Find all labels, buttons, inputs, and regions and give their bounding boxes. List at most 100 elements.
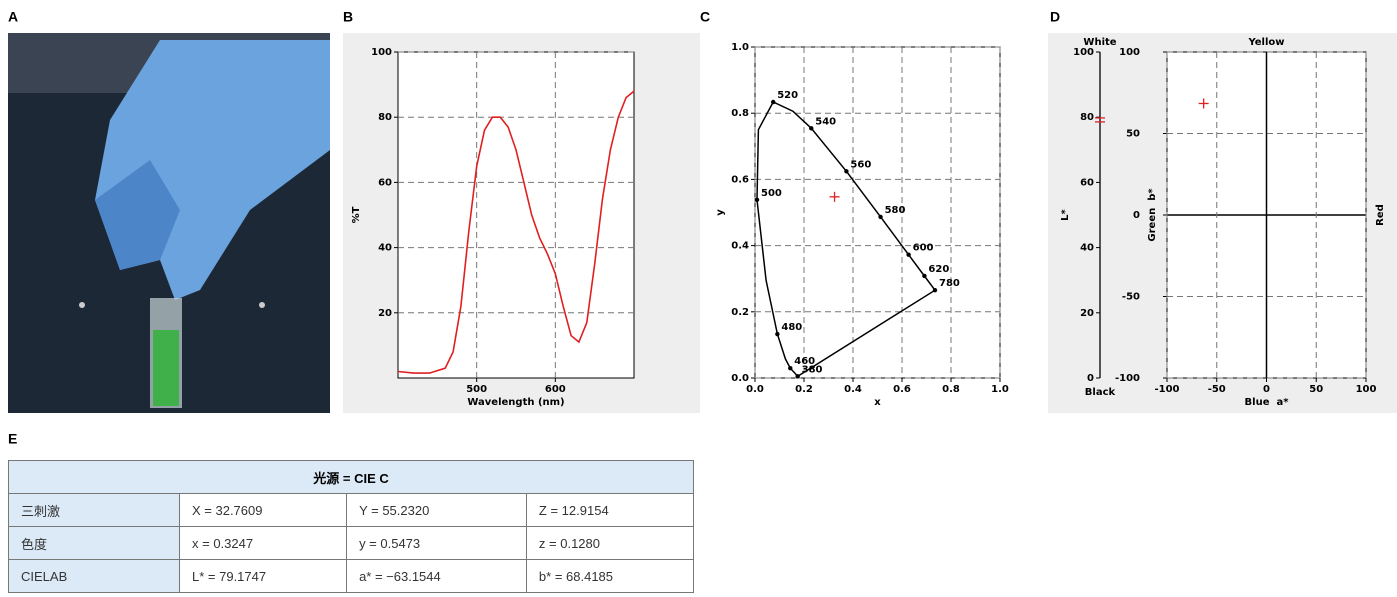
y-tick-label: 80 xyxy=(1080,112,1094,123)
y-tick-label: 0.0 xyxy=(731,373,749,384)
y-tick-label: 100 xyxy=(1119,47,1140,58)
panel-label: C xyxy=(700,9,710,25)
x-tick-label: 0.0 xyxy=(746,384,764,395)
y-tick-label: 100 xyxy=(1073,47,1094,58)
x-tick-label: 1.0 xyxy=(991,384,1009,395)
y-tick-label: 0.8 xyxy=(731,108,749,119)
y-tick-label: -100 xyxy=(1115,373,1140,384)
panel-label: D xyxy=(1050,9,1060,25)
panel-label: B xyxy=(343,9,353,25)
y-tick-label: 0.2 xyxy=(731,307,749,318)
table-cell: 色度 xyxy=(8,526,180,560)
table-cell: CIELAB xyxy=(8,559,180,593)
table-header: 光源 = CIE C xyxy=(8,460,694,494)
y-tick-label: 80 xyxy=(378,112,392,123)
table-cell: b* = 68.4185 xyxy=(525,559,695,593)
marker xyxy=(1095,117,1105,123)
y-tick-label: 40 xyxy=(1080,243,1094,254)
x-axis-label: x xyxy=(874,397,881,408)
marker xyxy=(1198,98,1209,109)
y-axis-label: Green b* xyxy=(1147,188,1158,242)
table-row: 色度 x = 0.3247 y = 0.5473 z = 0.1280 xyxy=(8,526,695,560)
x-tick-label: -50 xyxy=(1208,384,1226,395)
y-tick-label: 40 xyxy=(378,243,392,254)
y-tick-label: 20 xyxy=(1080,308,1094,319)
table-row: 三刺激 X = 32.7609 Y = 55.2320 Z = 12.9154 xyxy=(8,493,695,527)
table-cell: L* = 79.1747 xyxy=(178,559,348,593)
x-tick-label: -100 xyxy=(1154,384,1179,395)
point-label: 500 xyxy=(761,188,782,199)
y-axis-label: %T xyxy=(351,206,362,223)
point-label: 380 xyxy=(802,364,823,375)
marker xyxy=(829,191,840,202)
y-tick-label: 0 xyxy=(1087,373,1094,384)
right-label: Red xyxy=(1375,204,1386,226)
y-tick-label: 20 xyxy=(378,308,392,319)
data-line xyxy=(397,90,635,374)
spectral-locus xyxy=(756,101,937,378)
x-tick-label: 0 xyxy=(1263,384,1270,395)
y-tick-label: 0 xyxy=(1133,210,1140,221)
table-cell: z = 0.1280 xyxy=(525,526,695,560)
y-axis-label: L* xyxy=(1060,208,1071,220)
point-label: 560 xyxy=(850,159,871,170)
x-tick-label: 600 xyxy=(545,384,566,395)
y-tick-label: 60 xyxy=(1080,177,1094,188)
x-tick-label: 0.4 xyxy=(844,384,862,395)
x-axis-label: Wavelength (nm) xyxy=(467,397,564,408)
table-cell: y = 0.5473 xyxy=(346,526,527,560)
panel-label: A xyxy=(8,9,18,25)
plot-area xyxy=(397,51,635,379)
bottom-label: Black xyxy=(1085,387,1116,398)
point-label: 600 xyxy=(913,243,934,254)
locus-point xyxy=(932,287,938,293)
table-cell: 三刺激 xyxy=(8,493,180,527)
table-cell: 光源 = CIE C xyxy=(8,460,694,494)
table-cell: Z = 12.9154 xyxy=(525,493,695,527)
table-cell: x = 0.3247 xyxy=(178,526,348,560)
point-label: 620 xyxy=(928,264,949,275)
locus-point xyxy=(878,214,883,220)
locus-point xyxy=(795,374,800,379)
y-tick-label: 1.0 xyxy=(731,42,749,53)
panel-label: E xyxy=(8,431,17,447)
table-row: CIELAB L* = 79.1747 a* = −63.1544 b* = 68.4… xyxy=(8,559,695,593)
locus-point xyxy=(809,126,814,131)
x-tick-label: 50 xyxy=(1309,384,1323,395)
point-label: 780 xyxy=(939,278,960,289)
y-tick-label: 100 xyxy=(371,47,392,58)
locus-point xyxy=(844,169,849,174)
x-tick-label: 0.2 xyxy=(795,384,813,395)
table-cell: X = 32.7609 xyxy=(178,493,348,527)
x-tick-label: 500 xyxy=(466,384,487,395)
y-tick-label: 0.4 xyxy=(731,241,749,252)
locus-point xyxy=(775,331,780,337)
locus-point xyxy=(754,197,760,202)
x-tick-label: 0.8 xyxy=(942,384,960,395)
point-label: 460 xyxy=(794,356,815,367)
locus-point xyxy=(922,273,927,279)
y-tick-label: 60 xyxy=(378,177,392,188)
x-axis-label: Blue a* xyxy=(1245,397,1290,408)
locus-point xyxy=(788,365,793,371)
photo xyxy=(8,33,330,413)
point-label: 580 xyxy=(885,205,906,216)
x-tick-label: 0.6 xyxy=(893,384,911,395)
x-tick-label: 100 xyxy=(1356,384,1377,395)
y-tick-label: 50 xyxy=(1126,129,1140,140)
top-label: Yellow xyxy=(1247,37,1284,48)
table-cell: a* = −63.1544 xyxy=(346,559,527,593)
point-label: 520 xyxy=(777,90,798,101)
locus-point xyxy=(771,99,776,105)
top-label: White xyxy=(1083,37,1116,48)
y-axis-label: y xyxy=(715,209,726,216)
y-tick-label: -50 xyxy=(1122,292,1140,303)
point-label: 480 xyxy=(781,322,802,333)
table-cell: Y = 55.2320 xyxy=(346,493,527,527)
data-table: 光源 = CIE C 三刺激 X = 32.7609 Y = 55.2320 Z = 1… xyxy=(8,460,695,593)
point-label: 540 xyxy=(815,116,836,127)
y-tick-label: 0.6 xyxy=(731,174,749,185)
locus-point xyxy=(906,252,911,257)
